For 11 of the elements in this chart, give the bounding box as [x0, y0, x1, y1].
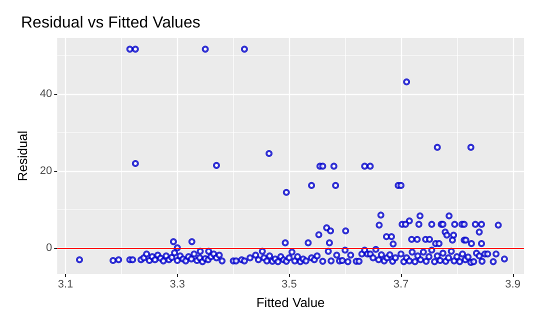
chart-title: Residual vs Fitted Values [21, 14, 200, 32]
x-tick-label: 3.5 [282, 278, 297, 290]
y-tick-label: 20 [40, 165, 52, 178]
x-tick-label: 3.3 [170, 278, 185, 290]
y-tick-label: 40 [40, 88, 52, 100]
x-tick-label: 3.7 [393, 278, 409, 290]
x-axis-title: Fitted Value [256, 295, 325, 310]
y-axis-title: Residual [15, 130, 30, 182]
y-tick-label: 0 [46, 242, 52, 254]
x-tick-label: 3.9 [505, 278, 520, 290]
x-tick-label: 3.1 [58, 278, 74, 290]
